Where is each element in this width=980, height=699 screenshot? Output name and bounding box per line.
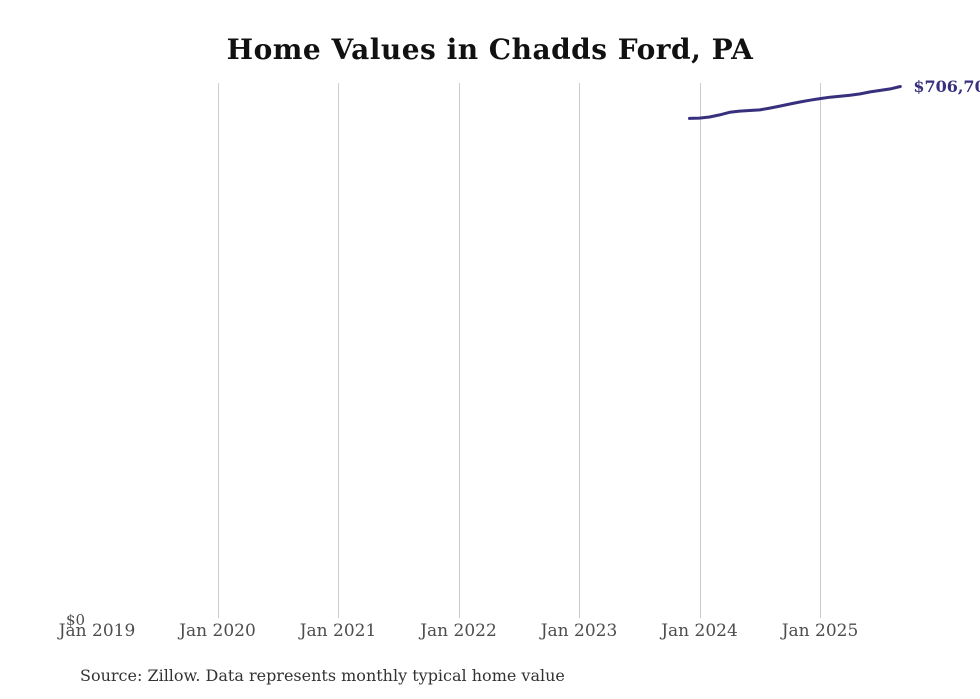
vertical-gridline: [820, 83, 821, 618]
vertical-gridline: [217, 83, 219, 618]
x-axis-tick-label: Jan 2023: [540, 621, 618, 641]
chart-title: Home Values in Chadds Ford, PA: [226, 33, 754, 66]
latest-value-label: $706,700: [913, 76, 980, 96]
vertical-gridline: [699, 83, 701, 618]
home-value-line: [688, 85, 902, 120]
source-note: Source: Zillow. Data represents monthly …: [80, 666, 565, 685]
x-axis-tick-label: Jan 2022: [420, 621, 497, 641]
x-axis-tick-label: Jan 2025: [781, 621, 859, 641]
vertical-gridline: [579, 83, 580, 618]
y-axis-zero-label: $0: [66, 611, 86, 629]
vertical-gridline: [338, 83, 339, 618]
x-axis-tick-label: Jan 2019: [58, 621, 136, 641]
x-axis-tick-label: Jan 2021: [299, 621, 377, 641]
x-axis-tick-label: Jan 2020: [179, 621, 256, 641]
x-axis-tick-label: Jan 2024: [661, 621, 738, 641]
vertical-gridline: [458, 83, 460, 618]
